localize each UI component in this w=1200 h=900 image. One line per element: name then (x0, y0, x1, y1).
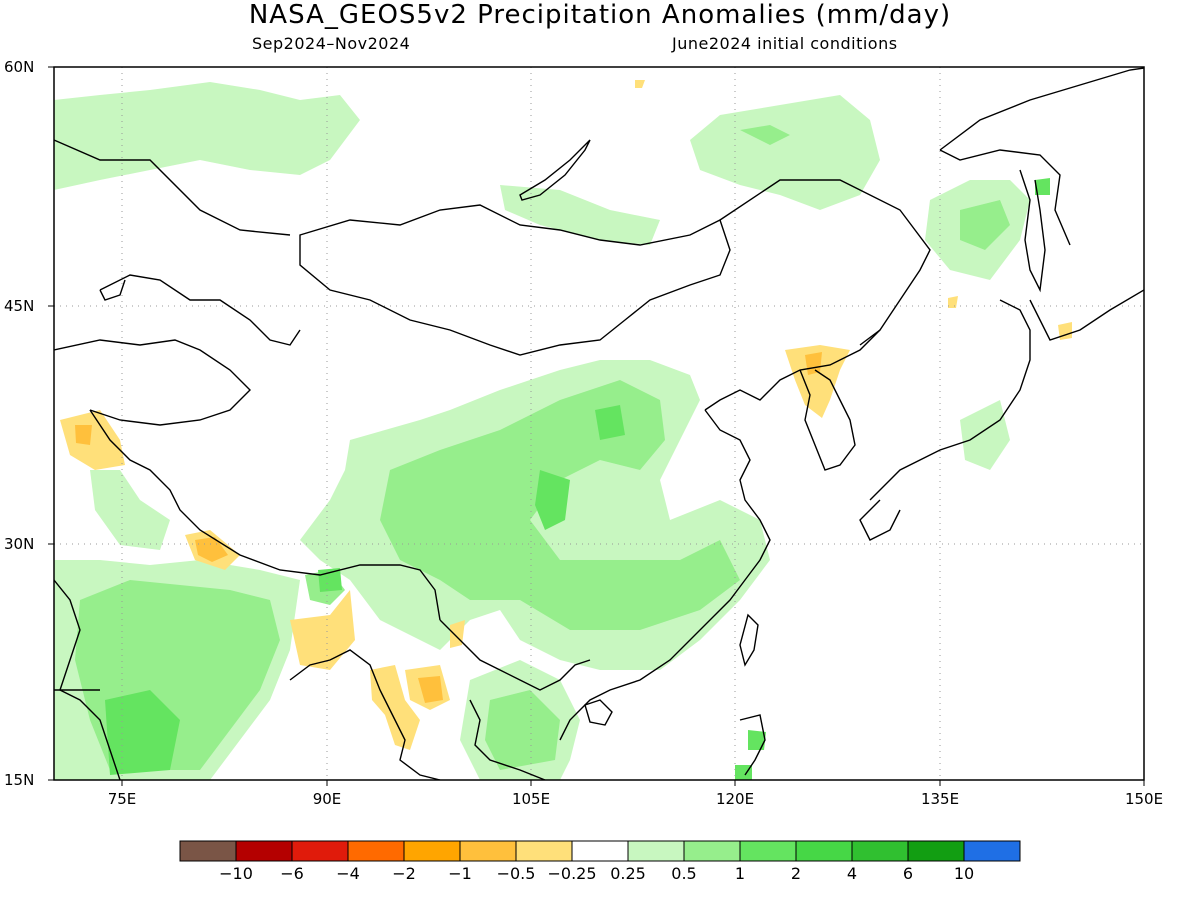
colorbar-label: −10 (219, 864, 253, 883)
lon-label-75e: 75E (107, 790, 137, 808)
colorbar-swatch (347, 840, 405, 862)
colorbar-label: 2 (790, 864, 802, 883)
lat-label-15n: 15N (4, 771, 35, 789)
colorbar (179, 840, 1021, 862)
colorbar-swatch (515, 840, 573, 862)
lat-label-45n: 45N (4, 297, 35, 315)
colorbar-swatch (795, 840, 853, 862)
map-frame (53, 66, 1145, 781)
forecast-period: Sep2024–Nov2024 (252, 34, 411, 53)
colorbar-swatch (963, 840, 1021, 862)
initial-conditions: June2024 initial conditions (672, 34, 898, 53)
lon-label-120e: 120E (715, 790, 755, 808)
anomaly-green (105, 178, 1050, 780)
colorbar-label: −4 (336, 864, 360, 883)
colorbar-swatch (907, 840, 965, 862)
colorbar-swatch (739, 840, 797, 862)
lon-label-90e: 90E (312, 790, 342, 808)
lat-label-60n: 60N (4, 58, 35, 76)
colorbar-swatch (459, 840, 517, 862)
colorbar-label: 4 (846, 864, 858, 883)
lon-label-150e: 150E (1124, 790, 1164, 808)
anomaly-orange (75, 352, 822, 703)
colorbar-label: −6 (280, 864, 304, 883)
coastlines-and-borders (54, 67, 1144, 780)
colorbar-swatch (291, 840, 349, 862)
colorbar-label: 6 (902, 864, 914, 883)
colorbar-swatch (235, 840, 293, 862)
map-title: NASA_GEOS5v2 Precipitation Anomalies (mm… (248, 0, 952, 30)
colorbar-swatch (627, 840, 685, 862)
colorbar-swatch (571, 840, 629, 862)
colorbar-label: −0.25 (547, 864, 597, 883)
axis-ticks (48, 66, 1145, 786)
lat-label-30n: 30N (4, 535, 35, 553)
colorbar-label: −0.5 (496, 864, 536, 883)
colorbar-swatch (683, 840, 741, 862)
anomaly-field (54, 80, 1072, 780)
colorbar-swatch (179, 840, 237, 862)
colorbar-label: 0.5 (671, 864, 697, 883)
colorbar-swatch (403, 840, 461, 862)
colorbar-swatch (851, 840, 909, 862)
colorbar-label: −2 (392, 864, 416, 883)
colorbar-label: −1 (448, 864, 472, 883)
colorbar-label: 0.25 (610, 864, 646, 883)
colorbar-label: 10 (953, 864, 975, 883)
lon-label-105e: 105E (511, 790, 551, 808)
colorbar-label: 1 (734, 864, 746, 883)
lon-label-135e: 135E (920, 790, 960, 808)
